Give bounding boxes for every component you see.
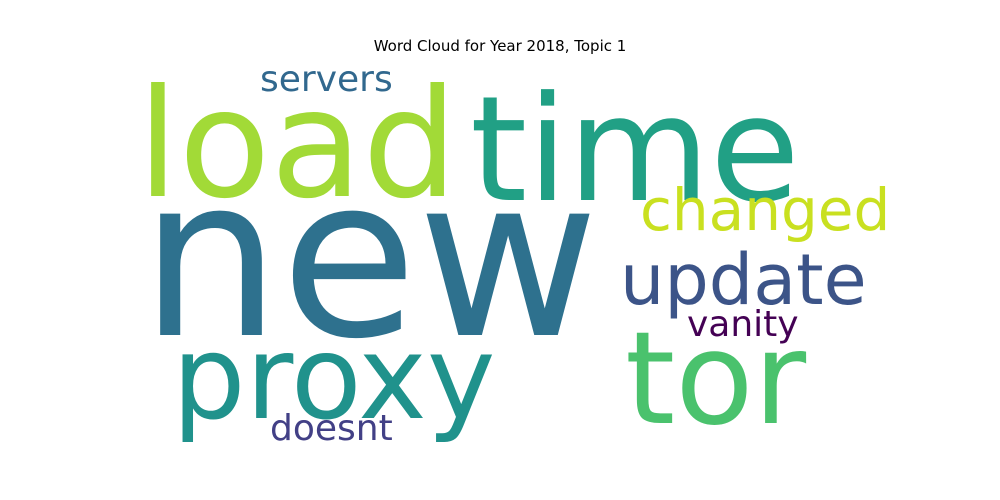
- word-changed: changed: [640, 176, 890, 244]
- word-proxy: proxy: [172, 311, 495, 446]
- word-vanity: vanity: [687, 304, 799, 345]
- word-new: new: [140, 130, 599, 388]
- word-doesnt: doesnt: [270, 408, 393, 449]
- word-servers: servers: [260, 59, 393, 100]
- word-load: load: [137, 58, 458, 232]
- word-update: update: [620, 239, 867, 321]
- word-tor: tor: [625, 305, 807, 454]
- word-time: time: [470, 65, 800, 235]
- chart-title: Word Cloud for Year 2018, Topic 1: [373, 37, 627, 55]
